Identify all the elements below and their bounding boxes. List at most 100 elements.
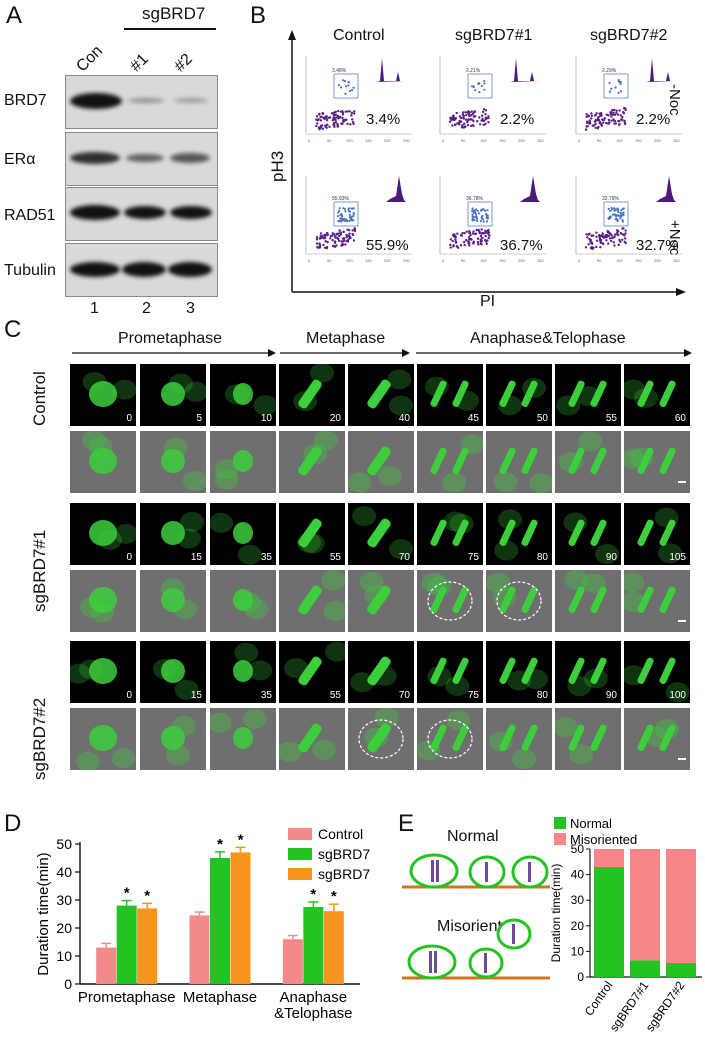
metaphase-plate <box>367 585 391 615</box>
segregating-chromatid <box>637 657 654 684</box>
significance-mark: * <box>238 831 244 848</box>
segregating-chromatid <box>637 724 654 751</box>
timepoint-label: 90 <box>605 552 617 563</box>
legend-label: sgBRD7#1 <box>318 846 370 862</box>
fluorescence-image-tile: 0 <box>70 503 136 565</box>
fluorescence-image-tile: 35 <box>210 641 276 703</box>
y-tick-label: 20 <box>56 920 72 936</box>
fluorescence-image-tile: 55 <box>279 641 345 703</box>
segregating-chromatid <box>499 657 516 684</box>
timepoint-label: 90 <box>605 690 617 701</box>
segregating-chromatid <box>637 380 654 407</box>
lane-label-1: #1 <box>127 50 152 76</box>
segregating-chromatid <box>637 447 654 474</box>
segregating-chromatid <box>499 519 516 546</box>
cell-cycle-histogram <box>376 58 406 82</box>
fluorescence-image-tile: 0 <box>70 364 136 426</box>
segregating-chromatid <box>590 657 607 684</box>
row-label-er: ERα <box>4 151 36 168</box>
flow-col-control: Control <box>333 27 385 44</box>
fluorescence-image-tile: 90 <box>555 503 621 565</box>
chromatin-mass <box>89 448 117 474</box>
significance-mark: * <box>310 886 316 903</box>
flow-plot: 0 50 100 150 200 250 2.29% 2.2% <box>566 52 684 144</box>
panel-label-c: C <box>4 316 22 343</box>
row-label-tubulin: Tubulin <box>4 262 56 279</box>
sgbrd7-group-label: sgBRD7 <box>142 4 206 23</box>
timepoint-label: 100 <box>669 690 686 701</box>
segregating-chromatid <box>430 447 447 474</box>
flow-tick-label: 100 <box>346 258 353 263</box>
overlay-image-tile <box>486 570 552 632</box>
chromatin-mass <box>89 658 117 684</box>
flow-tick-label: 250 <box>537 258 544 263</box>
flow-tick-label: 50 <box>327 138 332 143</box>
overlay-image-tile <box>555 570 621 632</box>
y-tick-label: 50 <box>571 842 585 856</box>
timepoint-label: 45 <box>467 413 479 424</box>
bar <box>189 915 210 984</box>
normal-schematic <box>402 853 550 889</box>
fluorescence-image-tile: 20 <box>279 364 345 426</box>
overlay-image-tile <box>417 708 483 770</box>
segregating-chromatid <box>637 586 654 613</box>
chromatin-mass <box>161 726 185 750</box>
fluorescence-image-tile: 55 <box>279 503 345 565</box>
y-tick-label: 50 <box>56 836 72 852</box>
lane-label-con: Con <box>73 42 107 76</box>
timepoint-label: 80 <box>536 690 548 701</box>
overlay-image-tile <box>348 570 414 632</box>
segregating-chromatid <box>499 447 516 474</box>
fluorescence-image-tile: 75 <box>417 641 483 703</box>
blot-rad51 <box>65 187 218 241</box>
x-tick-label: Prometaphase <box>78 989 176 1006</box>
segregating-chromatid <box>521 447 538 474</box>
timepoint-label: 0 <box>126 690 132 701</box>
band <box>170 206 212 219</box>
segregating-chromatid <box>659 519 676 546</box>
segregating-chromatid <box>659 724 676 751</box>
cell-cycle-histogram <box>510 58 540 82</box>
timepoint-label: 15 <box>190 552 202 563</box>
gate-percent-small: 3.48% <box>332 68 347 74</box>
chromatin-mass <box>89 381 117 407</box>
fluorescence-image-tile: 75 <box>417 503 483 565</box>
overlay-image-tile <box>486 431 552 493</box>
overlay-image-tile <box>140 570 206 632</box>
chromatin-mass <box>89 520 117 546</box>
gate-percent-large: 55.9% <box>366 237 409 254</box>
gate-percent-large: 32.7% <box>636 237 679 254</box>
flow-axes <box>288 30 686 296</box>
fluorescence-image-tile: 70 <box>348 641 414 703</box>
row-label-brd7: BRD7 <box>4 92 47 109</box>
legend-swatch <box>288 848 312 860</box>
panel-label-d: D <box>4 810 22 837</box>
segregating-chromatid <box>568 586 585 613</box>
bar <box>137 908 158 984</box>
significance-mark: * <box>124 885 130 902</box>
y-axis-label: Duration time(min) <box>549 864 563 963</box>
flow-scatter <box>449 207 491 249</box>
x-tick-label: Metaphase <box>183 989 257 1006</box>
chromatin-mass <box>161 588 185 612</box>
flow-tick-label: 250 <box>403 258 410 263</box>
metaphase-plate <box>367 446 391 476</box>
flow-tick-label: 150 <box>499 258 506 263</box>
segregating-chromatid <box>659 447 676 474</box>
segregating-chromatid <box>430 586 447 613</box>
band <box>174 98 208 103</box>
segregating-chromatid <box>590 519 607 546</box>
gate-box <box>467 201 493 227</box>
chromatin-mass <box>233 589 253 611</box>
band <box>70 205 120 220</box>
overlay-image-tile <box>624 570 690 632</box>
segregating-chromatid <box>659 586 676 613</box>
flow-plot: 0 50 100 150 200 250 36.78% 36.7% <box>430 172 548 264</box>
flow-tick-label: 250 <box>673 258 680 263</box>
lane-number-3: 3 <box>186 300 195 317</box>
timepoint-label: 50 <box>536 413 548 424</box>
flow-tick-label: 0 <box>442 138 445 143</box>
flow-tick-label: 150 <box>365 138 372 143</box>
metaphase-plate <box>367 379 391 409</box>
